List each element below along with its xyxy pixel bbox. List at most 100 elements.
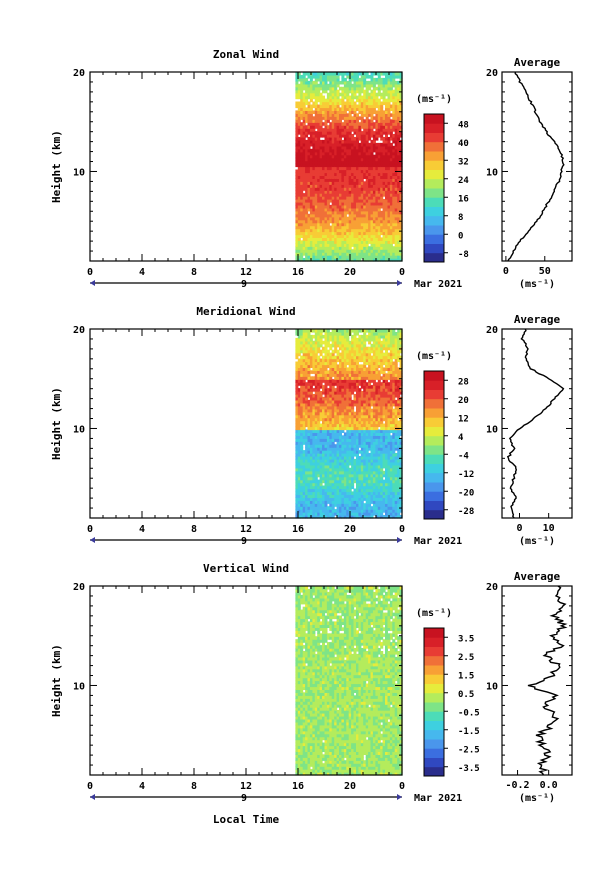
heatmap-cell (351, 187, 355, 191)
heatmap-cell (317, 396, 321, 401)
heatmap-cell (305, 332, 309, 336)
heatmap-cell (368, 98, 372, 103)
heatmap-cell (346, 160, 350, 165)
heatmap-cell (382, 72, 386, 76)
heatmap-cell (341, 187, 345, 191)
heatmap-cell (372, 435, 376, 439)
heatmap-cell (312, 119, 316, 123)
heatmap-cell (346, 240, 350, 244)
heatmap-cell (295, 485, 299, 490)
heatmap-cell (351, 435, 355, 439)
heatmap-cell (389, 77, 393, 82)
heatmap-cell (302, 122, 306, 126)
heatmap-cell (375, 228, 379, 233)
heatmap-cell (314, 184, 318, 188)
heatmap-cell (309, 414, 313, 419)
heatmap-cell (302, 503, 306, 507)
heatmap-cell (297, 128, 301, 132)
heatmap-cell (326, 352, 330, 357)
heatmap-cell (300, 157, 304, 162)
heatmap-cell (300, 435, 304, 439)
heatmap-cell (326, 337, 330, 342)
heatmap-cell (389, 119, 393, 123)
heatmap-cell (297, 438, 301, 442)
heatmap-cell (305, 228, 309, 233)
heatmap-cell (341, 252, 345, 256)
heatmap-cell (353, 128, 357, 132)
heatmap-cell (360, 145, 364, 150)
heatmap-cell (336, 461, 340, 466)
heatmap-cell (392, 104, 396, 109)
heatmap-cell (397, 154, 401, 159)
heatmap-cell (317, 343, 321, 348)
colorbar-segment (424, 197, 444, 207)
heatmap-cell (372, 216, 376, 221)
heatmap-cell (377, 470, 381, 475)
heatmap-cell (312, 450, 316, 454)
heatmap-cell (314, 467, 318, 472)
heatmap-cell (326, 246, 330, 250)
heatmap-cell (377, 92, 381, 97)
heatmap-cell (387, 166, 391, 171)
heatmap-cell (309, 447, 313, 451)
heatmap-cell (326, 249, 330, 253)
heatmap-cell (368, 503, 372, 507)
heatmap-cell (302, 72, 306, 76)
heatmap-cell (375, 482, 379, 487)
heatmap-cell (312, 95, 316, 100)
heatmap-cell (375, 402, 379, 407)
heatmap-cell (346, 166, 350, 171)
heatmap-cell (336, 358, 340, 363)
heatmap-cell (319, 485, 323, 490)
heatmap-cell (322, 210, 325, 215)
heatmap-cell (331, 329, 335, 333)
heatmap-cell (348, 417, 352, 422)
heatmap-cell (353, 104, 357, 109)
heatmap-cell (368, 447, 372, 451)
heatmap-cell (300, 178, 304, 182)
heatmap-cell (329, 101, 333, 106)
heatmap-cell (353, 249, 357, 253)
heatmap-cell (309, 491, 313, 495)
heatmap-cell (324, 237, 328, 241)
heatmap-cell (336, 470, 340, 475)
heatmap-cell (358, 435, 362, 439)
heatmap-cell (319, 349, 323, 354)
heatmap-cell (324, 370, 328, 374)
heatmap-cell (295, 512, 299, 516)
heatmap-cell (372, 346, 376, 351)
heatmap-cell (322, 204, 325, 209)
heatmap-cell (307, 101, 311, 106)
heatmap-cell (302, 432, 306, 436)
heatmap-cell (363, 438, 367, 442)
heatmap-cell (307, 80, 311, 85)
heatmap-cell (380, 258, 384, 262)
heatmap-cell (314, 491, 318, 495)
heatmap-cell (360, 379, 364, 383)
heatmap-cell (305, 512, 309, 516)
heatmap-cell (309, 364, 313, 368)
heatmap-cell (312, 358, 316, 363)
heatmap-cell (314, 479, 318, 484)
heatmap-cell (326, 163, 330, 168)
heatmap-cell (309, 231, 313, 236)
heatmap-cell (358, 337, 362, 342)
heatmap-cell (351, 110, 355, 114)
heatmap-cell (339, 110, 342, 114)
heatmap-cell (365, 479, 369, 484)
heatmap-cell (334, 113, 338, 117)
heatmap-cell (387, 237, 391, 241)
heatmap-cell (343, 175, 347, 179)
heatmap-cell (360, 458, 364, 463)
heatmap-cell (351, 122, 355, 126)
heatmap-cell (331, 213, 335, 218)
heatmap-cell (307, 358, 311, 363)
heatmap-cell (387, 157, 391, 162)
heatmap-cell (317, 450, 321, 454)
heatmap-cell (351, 213, 355, 218)
heatmap-cell (334, 349, 338, 354)
heatmap-cell (309, 243, 313, 247)
heatmap-cell (334, 408, 338, 413)
heatmap-cell (307, 429, 311, 433)
heatmap-cell (324, 216, 328, 221)
